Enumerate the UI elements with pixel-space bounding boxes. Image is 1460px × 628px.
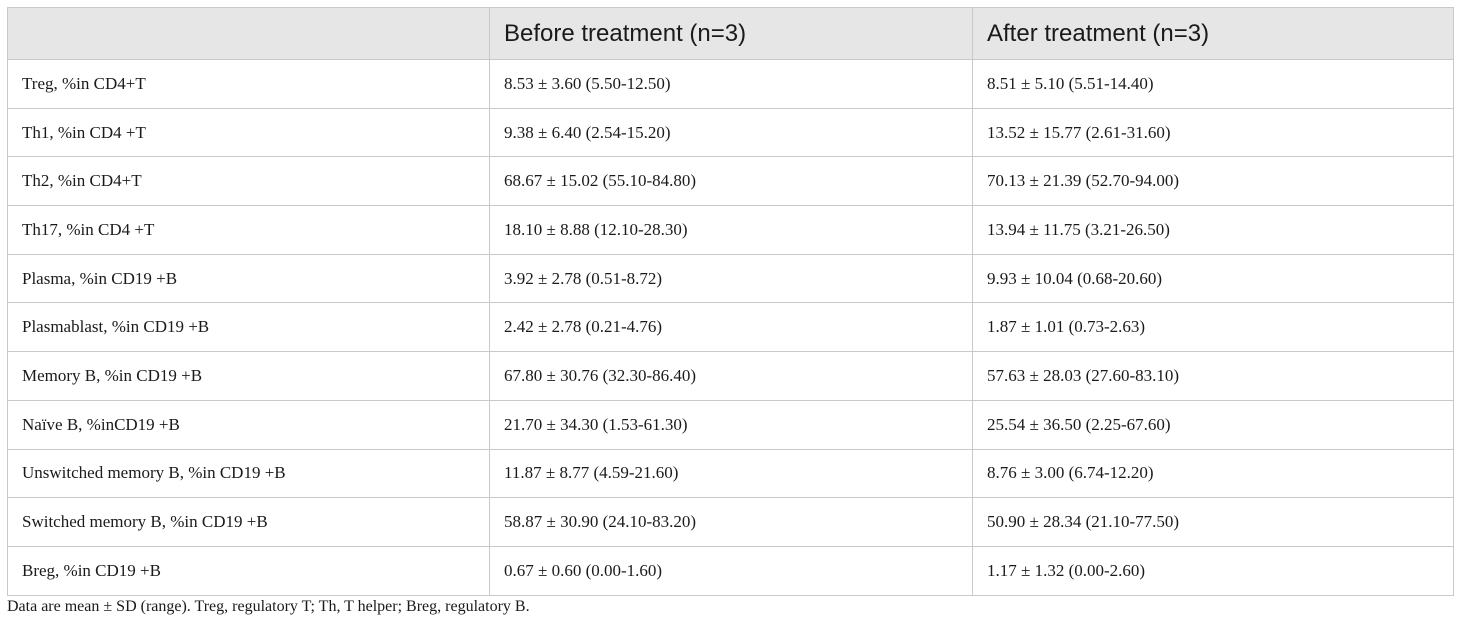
cell-after: 70.13 ± 21.39 (52.70-94.00)	[972, 156, 1454, 207]
cell-after: 50.90 ± 28.34 (21.10-77.50)	[972, 497, 1454, 547]
table-row: Breg, %in CD19 +B 0.67 ± 0.60 (0.00-1.60…	[7, 545, 1454, 596]
cell-after: 1.17 ± 1.32 (0.00-2.60)	[972, 545, 1454, 596]
cell-after: 57.63 ± 28.03 (27.60-83.10)	[972, 351, 1454, 401]
header-cell-variable	[7, 7, 490, 60]
cell-after: 25.54 ± 36.50 (2.25-67.60)	[972, 399, 1454, 450]
table-body: Treg, %in CD4+T 8.53 ± 3.60 (5.50-12.50)…	[7, 59, 1454, 596]
table-row: Plasma, %in CD19 +B 3.92 ± 2.78 (0.51-8.…	[7, 253, 1454, 304]
table-footnote: Data are mean ± SD (range). Treg, regula…	[7, 598, 530, 615]
data-table-container: Before treatment (n=3) After treatment (…	[7, 7, 1454, 596]
cell-before: 21.70 ± 34.30 (1.53-61.30)	[489, 399, 973, 450]
cell-after: 8.76 ± 3.00 (6.74-12.20)	[972, 448, 1454, 499]
row-label: Naïve B, %inCD19 +B	[7, 399, 490, 450]
table-row: Unswitched memory B, %in CD19 +B 11.87 ±…	[7, 448, 1454, 499]
cell-before: 9.38 ± 6.40 (2.54-15.20)	[489, 107, 973, 158]
data-table: Before treatment (n=3) After treatment (…	[7, 7, 1454, 596]
cell-after: 8.51 ± 5.10 (5.51-14.40)	[972, 59, 1454, 109]
cell-before: 3.92 ± 2.78 (0.51-8.72)	[489, 253, 973, 304]
cell-after: 9.93 ± 10.04 (0.68-20.60)	[972, 253, 1454, 304]
table-header: Before treatment (n=3) After treatment (…	[7, 7, 1454, 60]
row-label: Treg, %in CD4+T	[7, 59, 490, 109]
cell-before: 2.42 ± 2.78 (0.21-4.76)	[489, 302, 973, 353]
table-row: Naïve B, %inCD19 +B 21.70 ± 34.30 (1.53-…	[7, 399, 1454, 450]
row-label: Breg, %in CD19 +B	[7, 545, 490, 596]
row-label: Memory B, %in CD19 +B	[7, 351, 490, 401]
table-row: Th17, %in CD4 +T 18.10 ± 8.88 (12.10-28.…	[7, 205, 1454, 255]
table-row: Switched memory B, %in CD19 +B 58.87 ± 3…	[7, 497, 1454, 547]
table-row: Treg, %in CD4+T 8.53 ± 3.60 (5.50-12.50)…	[7, 59, 1454, 109]
row-label: Switched memory B, %in CD19 +B	[7, 497, 490, 547]
cell-after: 13.94 ± 11.75 (3.21-26.50)	[972, 205, 1454, 255]
row-label: Plasmablast, %in CD19 +B	[7, 302, 490, 353]
header-cell-after: After treatment (n=3)	[972, 7, 1454, 60]
cell-before: 18.10 ± 8.88 (12.10-28.30)	[489, 205, 973, 255]
row-label: Unswitched memory B, %in CD19 +B	[7, 448, 490, 499]
cell-before: 58.87 ± 30.90 (24.10-83.20)	[489, 497, 973, 547]
row-label: Th2, %in CD4+T	[7, 156, 490, 207]
cell-after: 1.87 ± 1.01 (0.73-2.63)	[972, 302, 1454, 353]
header-row: Before treatment (n=3) After treatment (…	[7, 7, 1454, 60]
cell-after: 13.52 ± 15.77 (2.61-31.60)	[972, 107, 1454, 158]
table-row: Th2, %in CD4+T 68.67 ± 15.02 (55.10-84.8…	[7, 156, 1454, 207]
table-row: Memory B, %in CD19 +B 67.80 ± 30.76 (32.…	[7, 351, 1454, 401]
cell-before: 8.53 ± 3.60 (5.50-12.50)	[489, 59, 973, 109]
row-label: Th1, %in CD4 +T	[7, 107, 490, 158]
cell-before: 0.67 ± 0.60 (0.00-1.60)	[489, 545, 973, 596]
table-row: Th1, %in CD4 +T 9.38 ± 6.40 (2.54-15.20)…	[7, 107, 1454, 158]
cell-before: 68.67 ± 15.02 (55.10-84.80)	[489, 156, 973, 207]
table-row: Plasmablast, %in CD19 +B 2.42 ± 2.78 (0.…	[7, 302, 1454, 353]
row-label: Th17, %in CD4 +T	[7, 205, 490, 255]
cell-before: 11.87 ± 8.77 (4.59-21.60)	[489, 448, 973, 499]
header-cell-before: Before treatment (n=3)	[489, 7, 973, 60]
cell-before: 67.80 ± 30.76 (32.30-86.40)	[489, 351, 973, 401]
row-label: Plasma, %in CD19 +B	[7, 253, 490, 304]
